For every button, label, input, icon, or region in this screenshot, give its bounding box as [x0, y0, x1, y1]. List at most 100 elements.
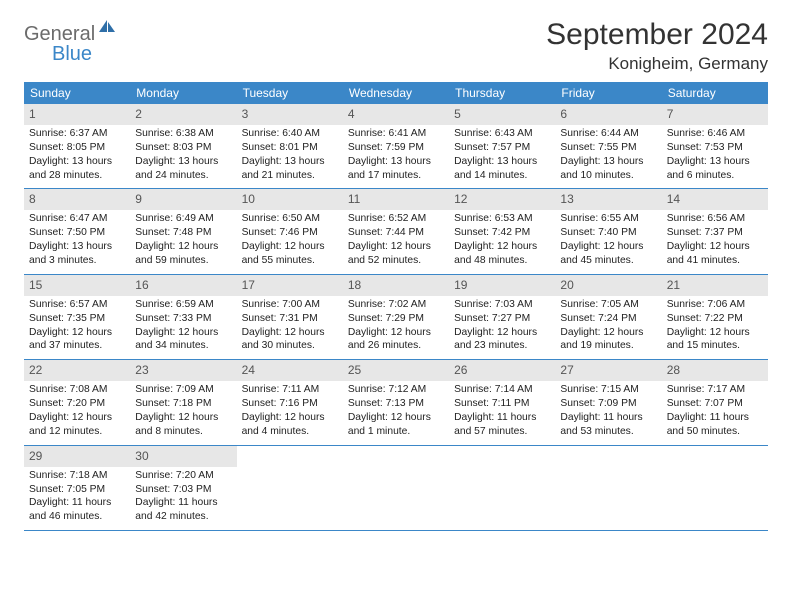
calendar-day: 24 Sunrise: 7:11 AMSunset: 7:16 PMDayligh…: [237, 360, 343, 444]
day-number-bar: 30: [130, 446, 236, 467]
day-number-bar: 1: [24, 104, 130, 125]
sunrise-line: Sunrise: 6:50 AM: [242, 212, 338, 226]
day-number: 2: [135, 107, 142, 121]
calendar-day: 10Sunrise: 6:50 AMSunset: 7:46 PMDayligh…: [237, 189, 343, 273]
daylight-line: Daylight: 12 hours and 26 minutes.: [348, 326, 444, 354]
daylight-line: Daylight: 12 hours and 41 minutes.: [667, 240, 763, 268]
calendar-day: 19Sunrise: 7:03 AMSunset: 7:27 PMDayligh…: [449, 275, 555, 359]
calendar: SundayMondayTuesdayWednesdayThursdayFrid…: [24, 82, 768, 531]
calendar-day: 30Sunrise: 7:20 AMSunset: 7:03 PMDayligh…: [130, 446, 236, 530]
daylight-line: Daylight: 13 hours and 24 minutes.: [135, 155, 231, 183]
day-number-bar: 13: [555, 189, 661, 210]
weekday-header: Thursday: [449, 82, 555, 104]
sunset-line: Sunset: 7:37 PM: [667, 226, 763, 240]
daylight-line: Daylight: 12 hours and 8 minutes.: [135, 411, 231, 439]
daylight-line: Daylight: 11 hours and 57 minutes.: [454, 411, 550, 439]
day-number: 18: [348, 278, 361, 292]
day-number-bar: 25: [343, 360, 449, 381]
day-number-bar: 19: [449, 275, 555, 296]
calendar-day: 1Sunrise: 6:37 AMSunset: 8:05 PMDaylight…: [24, 104, 130, 188]
day-number: 26: [454, 363, 467, 377]
calendar-day: 20Sunrise: 7:05 AMSunset: 7:24 PMDayligh…: [555, 275, 661, 359]
day-number-bar: 12: [449, 189, 555, 210]
sunset-line: Sunset: 7:50 PM: [29, 226, 125, 240]
sunset-line: Sunset: 8:03 PM: [135, 141, 231, 155]
daylight-line: Daylight: 13 hours and 28 minutes.: [29, 155, 125, 183]
daylight-line: Daylight: 13 hours and 17 minutes.: [348, 155, 444, 183]
weekday-header: Saturday: [662, 82, 768, 104]
daylight-line: Daylight: 12 hours and 52 minutes.: [348, 240, 444, 268]
logo: General Blue: [24, 24, 117, 64]
daylight-line: Daylight: 12 hours and 37 minutes.: [29, 326, 125, 354]
sunset-line: Sunset: 7:31 PM: [242, 312, 338, 326]
calendar-day: 29Sunrise: 7:18 AMSunset: 7:05 PMDayligh…: [24, 446, 130, 530]
sunset-line: Sunset: 7:29 PM: [348, 312, 444, 326]
sunset-line: Sunset: 7:05 PM: [29, 483, 125, 497]
logo-word-1: General: [24, 23, 95, 45]
daylight-line: Daylight: 12 hours and 30 minutes.: [242, 326, 338, 354]
page-title: September 2024: [546, 18, 768, 52]
logo-text: General Blue: [24, 24, 117, 64]
sunrise-line: Sunrise: 7:14 AM: [454, 383, 550, 397]
calendar-day-empty: [555, 446, 661, 530]
weekday-header: Monday: [130, 82, 236, 104]
calendar-day: 3Sunrise: 6:40 AMSunset: 8:01 PMDaylight…: [237, 104, 343, 188]
sunset-line: Sunset: 7:09 PM: [560, 397, 656, 411]
location-text: Konigheim, Germany: [546, 54, 768, 74]
sunrise-line: Sunrise: 7:02 AM: [348, 298, 444, 312]
calendar-day: 14Sunrise: 6:56 AMSunset: 7:37 PMDayligh…: [662, 189, 768, 273]
sunrise-line: Sunrise: 7:18 AM: [29, 469, 125, 483]
day-number-bar: 11: [343, 189, 449, 210]
sunrise-line: Sunrise: 7:12 AM: [348, 383, 444, 397]
day-number: 16: [135, 278, 148, 292]
day-number-bar: 20: [555, 275, 661, 296]
day-number: 7: [667, 107, 674, 121]
sunrise-line: Sunrise: 7:15 AM: [560, 383, 656, 397]
sunset-line: Sunset: 7:57 PM: [454, 141, 550, 155]
day-number: 11: [348, 192, 360, 206]
sail-icon: [97, 18, 117, 38]
calendar-day: 12Sunrise: 6:53 AMSunset: 7:42 PMDayligh…: [449, 189, 555, 273]
sunset-line: Sunset: 7:07 PM: [667, 397, 763, 411]
daylight-line: Daylight: 12 hours and 34 minutes.: [135, 326, 231, 354]
sunset-line: Sunset: 7:16 PM: [242, 397, 338, 411]
calendar-day: 18 Sunrise: 7:02 AMSunset: 7:29 PMDayligh…: [343, 275, 449, 359]
sunrise-line: Sunrise: 7:09 AM: [135, 383, 231, 397]
sunset-line: Sunset: 7:46 PM: [242, 226, 338, 240]
sunrise-line: Sunrise: 6:40 AM: [242, 127, 338, 141]
daylight-line: Daylight: 11 hours and 50 minutes.: [667, 411, 763, 439]
weekday-header: Sunday: [24, 82, 130, 104]
day-number: 6: [560, 107, 567, 121]
sunrise-line: Sunrise: 7:03 AM: [454, 298, 550, 312]
sunrise-line: Sunrise: 7:00 AM: [242, 298, 338, 312]
calendar-day-empty: [237, 446, 343, 530]
weekday-header: Friday: [555, 82, 661, 104]
daylight-line: Daylight: 12 hours and 23 minutes.: [454, 326, 550, 354]
day-number-bar: 2: [130, 104, 236, 125]
sunset-line: Sunset: 7:24 PM: [560, 312, 656, 326]
daylight-line: Daylight: 13 hours and 21 minutes.: [242, 155, 338, 183]
daylight-line: Daylight: 12 hours and 19 minutes.: [560, 326, 656, 354]
sunset-line: Sunset: 7:55 PM: [560, 141, 656, 155]
day-number-bar: 27: [555, 360, 661, 381]
daylight-line: Daylight: 11 hours and 42 minutes.: [135, 496, 231, 524]
sunset-line: Sunset: 7:35 PM: [29, 312, 125, 326]
day-number-bar: 6: [555, 104, 661, 125]
day-number-bar: 7: [662, 104, 768, 125]
sunset-line: Sunset: 7:03 PM: [135, 483, 231, 497]
sunrise-line: Sunrise: 7:06 AM: [667, 298, 763, 312]
day-number: 24: [242, 363, 255, 377]
daylight-line: Daylight: 12 hours and 45 minutes.: [560, 240, 656, 268]
day-number: 17: [242, 278, 255, 292]
weekday-header: Tuesday: [237, 82, 343, 104]
day-number: 27: [560, 363, 573, 377]
daylight-line: Daylight: 13 hours and 14 minutes.: [454, 155, 550, 183]
sunrise-line: Sunrise: 7:11 AM: [242, 383, 338, 397]
sunset-line: Sunset: 7:13 PM: [348, 397, 444, 411]
calendar-day: 21Sunrise: 7:06 AMSunset: 7:22 PMDayligh…: [662, 275, 768, 359]
day-number: 5: [454, 107, 461, 121]
daylight-line: Daylight: 12 hours and 12 minutes.: [29, 411, 125, 439]
calendar-day-empty: [343, 446, 449, 530]
day-number-bar: 21: [662, 275, 768, 296]
daylight-line: Daylight: 12 hours and 4 minutes.: [242, 411, 338, 439]
